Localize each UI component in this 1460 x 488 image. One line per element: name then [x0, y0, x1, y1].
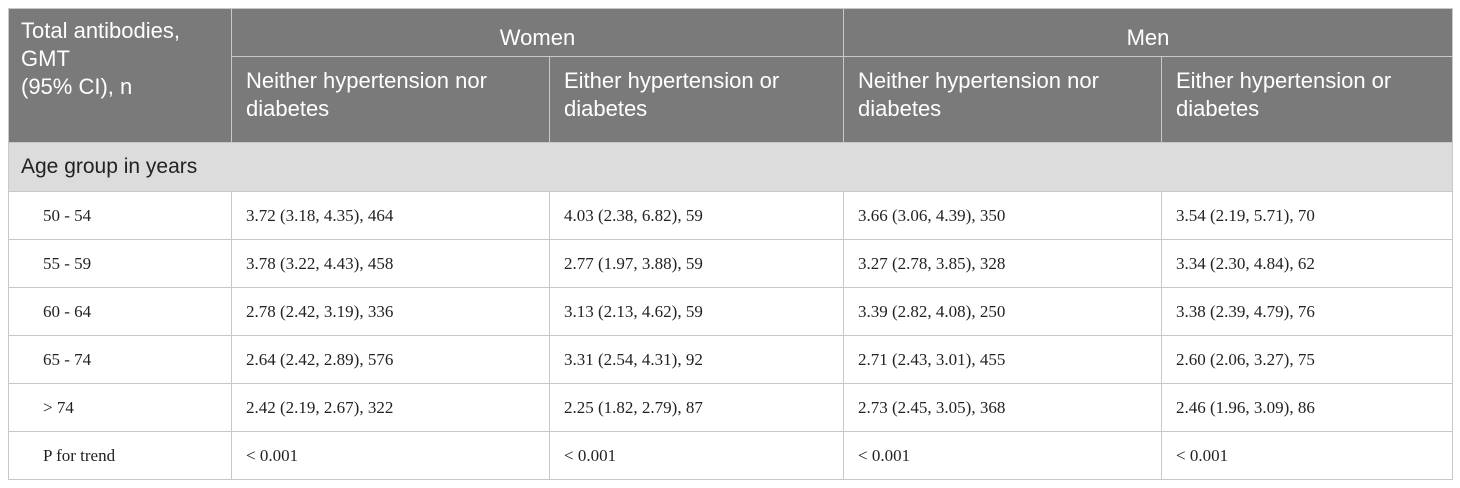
table-cell: 3.72 (3.18, 4.35), 464	[231, 191, 550, 240]
table-cell: < 0.001	[843, 431, 1162, 480]
table-cell: 3.39 (2.82, 4.08), 250	[843, 287, 1162, 336]
group-header-women: Women	[231, 8, 844, 57]
table-cell: 3.34 (2.30, 4.84), 62	[1160, 239, 1454, 288]
row-label: 60 - 64	[8, 287, 232, 336]
table-cell: < 0.001	[231, 431, 550, 480]
subheader-line: Either hypertension or	[564, 68, 780, 93]
header-row-subgroups: Neither hypertension nor diabetes Either…	[9, 56, 1454, 143]
table-row: 55 - 59 3.78 (3.22, 4.43), 458 2.77 (1.9…	[8, 239, 1454, 288]
table-row: > 74 2.42 (2.19, 2.67), 322 2.25 (1.82, …	[8, 383, 1454, 432]
results-table-container: Total antibodies, GMT (95% CI), n Women …	[7, 8, 1454, 480]
subheader-women-either: Either hypertension or diabetes	[549, 56, 844, 143]
table-cell: 3.13 (2.13, 4.62), 59	[549, 287, 844, 336]
header-row-groups: Total antibodies, GMT (95% CI), n Women …	[8, 8, 1454, 143]
table-cell: 3.38 (2.39, 4.79), 76	[1160, 287, 1454, 336]
table-cell: 3.66 (3.06, 4.39), 350	[843, 191, 1162, 240]
table-cell: 2.71 (2.43, 3.01), 455	[843, 335, 1162, 384]
table-cell: 2.46 (1.96, 3.09), 86	[1160, 383, 1454, 432]
row-label: 50 - 54	[8, 191, 232, 240]
table-cell: < 0.001	[549, 431, 844, 480]
stub-header-line: GMT	[21, 46, 70, 71]
section-row: Age group in years	[7, 142, 1454, 192]
subheader-line: Neither hypertension nor	[246, 68, 487, 93]
table-cell: 2.77 (1.97, 3.88), 59	[549, 239, 844, 288]
table-row: P for trend < 0.001 < 0.001 < 0.001 < 0.…	[8, 431, 1454, 480]
table-row: 65 - 74 2.64 (2.42, 2.89), 576 3.31 (2.5…	[8, 335, 1454, 384]
table-cell: 3.31 (2.54, 4.31), 92	[549, 335, 844, 384]
table-cell: 2.64 (2.42, 2.89), 576	[231, 335, 550, 384]
subheader-line: diabetes	[1176, 96, 1260, 121]
subheader-line: diabetes	[858, 96, 942, 121]
row-label: 65 - 74	[8, 335, 232, 384]
table-cell: 3.27 (2.78, 3.85), 328	[843, 239, 1162, 288]
section-label: Age group in years	[7, 142, 1454, 192]
subheader-men-either: Either hypertension or diabetes	[1160, 56, 1454, 143]
table-row: 50 - 54 3.72 (3.18, 4.35), 464 4.03 (2.3…	[8, 191, 1454, 240]
subheader-line: diabetes	[246, 96, 330, 121]
row-label: P for trend	[8, 431, 232, 480]
antibody-results-table: Total antibodies, GMT (95% CI), n Women …	[7, 8, 1454, 480]
table-cell: 4.03 (2.38, 6.82), 59	[549, 191, 844, 240]
table-cell: 2.78 (2.42, 3.19), 336	[231, 287, 550, 336]
stub-header-line: Total antibodies,	[21, 18, 180, 43]
subheader-women-neither: Neither hypertension nor diabetes	[231, 56, 550, 143]
table-cell: 2.42 (2.19, 2.67), 322	[231, 383, 550, 432]
subheader-line: Neither hypertension nor	[858, 68, 1099, 93]
subheader-men-neither: Neither hypertension nor diabetes	[843, 56, 1162, 143]
table-cell: 3.78 (3.22, 4.43), 458	[231, 239, 550, 288]
table-cell: 2.60 (2.06, 3.27), 75	[1160, 335, 1454, 384]
table-cell: 2.25 (1.82, 2.79), 87	[549, 383, 844, 432]
stub-header: Total antibodies, GMT (95% CI), n	[8, 8, 232, 143]
row-label: > 74	[8, 383, 232, 432]
table-cell: < 0.001	[1160, 431, 1454, 480]
subheader-line: Either hypertension or	[1176, 68, 1392, 93]
table-cell: 2.73 (2.45, 3.05), 368	[843, 383, 1162, 432]
group-header-men: Men	[842, 8, 1454, 57]
subheader-line: diabetes	[564, 96, 648, 121]
table-cell: 3.54 (2.19, 5.71), 70	[1160, 191, 1454, 240]
row-label: 55 - 59	[8, 239, 232, 288]
stub-header-line: (95% CI), n	[21, 74, 133, 99]
table-row: 60 - 64 2.78 (2.42, 3.19), 336 3.13 (2.1…	[8, 287, 1454, 336]
